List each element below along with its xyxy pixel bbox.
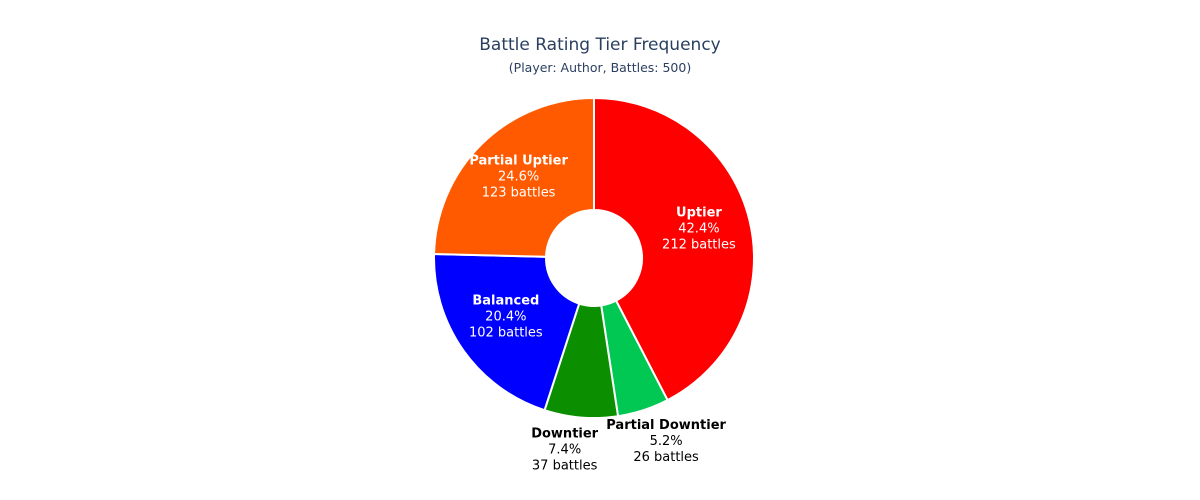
slice-percent-uptier: 42.4% — [678, 221, 719, 236]
slices-group — [433, 96, 755, 419]
slice-name-balanced: Balanced — [472, 293, 539, 308]
slice-partial-uptier[interactable] — [433, 96, 595, 258]
slice-label-uptier: Uptier 42.4% 212 battles — [662, 205, 736, 252]
chart-title: Battle Rating Tier Frequency — [479, 35, 720, 55]
slice-label-partial-downtier: Partial Downtier 5.2% 26 battles — [606, 418, 726, 465]
slice-label-downtier: Downtier 7.4% 37 battles — [531, 426, 598, 473]
slice-count-partial-uptier: 123 battles — [482, 186, 556, 201]
slice-count-balanced: 102 battles — [469, 325, 543, 340]
labels-group: Uptier 42.4% 212 battles Partial Downtier 5.… — [469, 154, 736, 474]
slice-uptier[interactable] — [593, 96, 755, 402]
slice-count-partial-downtier: 26 battles — [633, 450, 699, 465]
slice-name-partial-downtier: Partial Downtier — [606, 418, 726, 433]
slice-name-uptier: Uptier — [676, 205, 722, 220]
slice-count-uptier: 212 battles — [662, 237, 736, 252]
slice-percent-balanced: 20.4% — [485, 309, 526, 324]
slice-label-balanced: Balanced 20.4% 102 battles — [469, 293, 543, 340]
chart-subtitle: (Player: Author, Battles: 500) — [509, 60, 691, 75]
slice-percent-partial-downtier: 5.2% — [650, 434, 683, 449]
slice-percent-partial-uptier: 24.6% — [498, 170, 539, 185]
slice-name-downtier: Downtier — [531, 426, 598, 441]
slice-count-downtier: 37 battles — [532, 458, 598, 473]
slice-percent-downtier: 7.4% — [548, 442, 581, 457]
slice-name-partial-uptier: Partial Uptier — [469, 154, 568, 169]
slice-label-partial-uptier: Partial Uptier 24.6% 123 battles — [469, 154, 568, 201]
slice-balanced[interactable] — [433, 252, 581, 412]
